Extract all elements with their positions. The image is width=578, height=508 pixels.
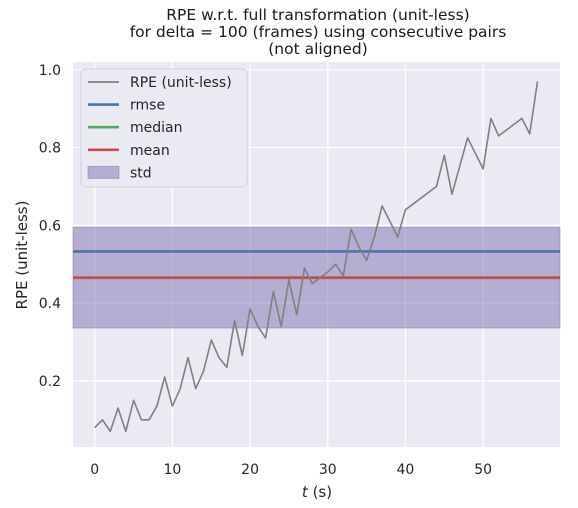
stat-lines-layer xyxy=(73,250,560,280)
x-axis-label-var: t xyxy=(302,483,309,501)
y-axis-label: RPE (unit-less) xyxy=(13,201,31,310)
chart-title-line-2: for delta = 100 (frames) using consecuti… xyxy=(130,23,507,41)
x-axis-label: t (s) xyxy=(302,483,332,501)
x-tick-label: 40 xyxy=(397,462,415,478)
legend-label: rmse xyxy=(130,98,165,114)
y-tick-label: 0.8 xyxy=(39,141,61,157)
legend: RPE (unit-less) rmse median mean std xyxy=(80,68,248,188)
legend-label: std xyxy=(130,165,152,181)
x-tick-label: 0 xyxy=(90,462,99,478)
x-tick-label: 10 xyxy=(164,462,182,478)
y-tick-label: 0.6 xyxy=(39,218,61,234)
legend-swatch xyxy=(87,165,120,179)
x-tick-label: 50 xyxy=(474,462,492,478)
legend-label: median xyxy=(130,120,182,136)
chart-title-line-3: (not aligned) xyxy=(268,40,368,58)
x-tick-label: 30 xyxy=(319,462,337,478)
x-axis-label-unit: (s) xyxy=(313,483,333,501)
y-tick-label: 0.4 xyxy=(39,296,61,312)
y-tick-label: 0.2 xyxy=(39,374,61,390)
legend-box xyxy=(80,68,248,188)
legend-label: RPE (unit-less) xyxy=(130,75,232,91)
x-tick-labels: 0 10 20 30 40 50 xyxy=(90,462,492,478)
y-tick-labels: 0.2 0.4 0.6 0.8 1.0 xyxy=(39,63,61,390)
legend-label: mean xyxy=(130,143,170,159)
rpe-series-line xyxy=(94,81,539,433)
chart-title: RPE w.r.t. full transformation (unit-les… xyxy=(130,6,507,58)
series-layer xyxy=(94,81,539,433)
y-tick-label: 1.0 xyxy=(39,63,61,79)
x-tick-label: 20 xyxy=(241,462,259,478)
chart-title-line-1: RPE w.r.t. full transformation (unit-les… xyxy=(166,6,469,24)
